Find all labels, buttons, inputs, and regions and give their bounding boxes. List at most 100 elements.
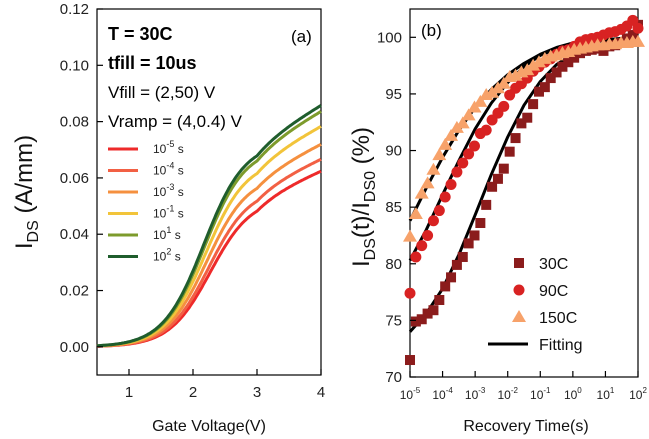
panel-b-label: (b) [421,21,442,40]
ylabel-a-main: I [11,242,38,249]
b-xtick-label: 102 [629,386,647,402]
b-data-point [531,55,546,68]
b-data-point [627,14,639,26]
b-data-point [539,82,550,93]
b-data-point [498,163,509,174]
b-xtick-label: 100 [564,386,582,402]
panel-b-chart: 10-5 10-4 10-3 10-2 10-1 100 101 102 70 75 80 85 90 9… [348,8,647,435]
b-data-point [496,76,511,89]
b-ytick-label: 95 [385,86,402,103]
b-data-point [403,229,417,242]
b-data-point [428,305,439,316]
a-ytick-label: 0.10 [60,57,89,74]
b-data-point [408,206,423,219]
a-legend-entry: 102 s [153,247,181,264]
a-legend-entry: 10-1 s [153,204,184,221]
b-data-point [422,229,434,241]
a-legend-entry: 10-4 s [153,161,184,178]
b-data-point [475,218,486,229]
panel-a-legend: 10-5 s 10-4 s 10-3 s 10-1 s 101 s 102 s [108,139,184,264]
annotation-vramp: Vramp = (4,0.4) V [108,112,243,131]
b-data-point [445,179,457,191]
b-data-point [438,137,453,150]
a-ytick-label: 0.04 [60,226,89,243]
panel-a-label: (a) [291,27,312,46]
annotation-temperature: T = 30C [108,24,173,44]
b-data-point [516,118,527,129]
a-curve-series [97,104,322,348]
b-data-point [455,116,470,129]
b-data-point [504,146,515,157]
b-data-point [473,94,488,107]
b-data-point [422,308,433,319]
b-legend-swatch [514,258,524,268]
a-xtick-label: 1 [125,384,133,401]
b-data-point [444,128,459,141]
b-data-point [416,240,428,252]
ylabel-b-sub1: DS [362,238,379,260]
panel-b-ylabel: IDS(t)/IDS0 (%) [348,127,379,267]
b-data-point [457,157,469,169]
b-data-point [598,45,609,56]
b-data-point [457,251,468,262]
annotation-tfill: tfill = 10us [108,53,197,73]
b-data-point [526,58,541,71]
b-data-point [563,57,574,68]
b-xtick-label: 10-5 [400,386,421,402]
b-data-point [461,108,476,121]
b-data-point [451,259,462,270]
a-ytick-label: 0.12 [60,1,89,18]
b-data-point [439,191,451,203]
b-data-point [463,148,475,160]
b-data-point [410,316,421,327]
a-ytick-label: 0.02 [60,283,89,300]
b-data-point [533,86,544,97]
annotation-vfill: Vfill = (2,50) V [108,83,216,102]
ylabel-b-sub2: DS0 [362,171,379,202]
panel-b-xlabel: Recovery Time(s) [463,418,588,435]
b-data-point [463,238,474,249]
b-data-point [557,61,568,72]
b-data-point [434,295,445,306]
b-ytick-label: 70 [385,369,402,386]
b-data-point [426,162,441,175]
b-data-point [632,22,644,34]
b-data-point [416,314,427,325]
b-legend-entry: Fitting [539,337,583,354]
a-ytick-label: 0.08 [60,114,89,131]
b-data-point [508,68,523,81]
a-legend-entry: 10-5 s [153,139,184,156]
a-xtick-label: 2 [189,384,197,401]
b-data-point [414,186,429,199]
b-legend-entry: 90C [539,283,568,300]
panel-a-frame [96,8,322,376]
b-ytick-label: 90 [385,143,402,160]
b-legend-swatch [512,310,526,322]
b-data-point [528,99,539,110]
ylabel-b-mid: (t)/I [348,202,375,238]
b-data-point [545,73,556,84]
a-legend-entry: 101 s [153,225,181,242]
b-data-point [510,133,521,144]
b-xtick-label: 10-4 [432,386,453,402]
b-data-point [487,181,498,192]
a-xtick-label: 3 [253,384,261,401]
b-xtick-label: 10-3 [465,386,486,402]
a-xtick-label: 4 [317,384,325,401]
ylabel-a-sub: DS [25,220,42,242]
b-data-point [440,281,451,292]
b-data-point [498,100,510,112]
b-data-point [631,34,645,47]
b-xtick-label: 101 [597,386,615,402]
b-data-point [522,112,533,123]
a-ytick-label: 0.00 [60,339,89,356]
b-data-point [451,166,463,178]
b-ytick-label: 75 [385,312,402,329]
b-data-point [405,355,415,366]
b-legend-swatch [513,284,525,296]
b-data-point [492,173,503,184]
b-data-point [433,205,445,217]
panel-a-ylabel: IDS (A/mm) [11,135,42,249]
b-data-point [481,199,492,210]
